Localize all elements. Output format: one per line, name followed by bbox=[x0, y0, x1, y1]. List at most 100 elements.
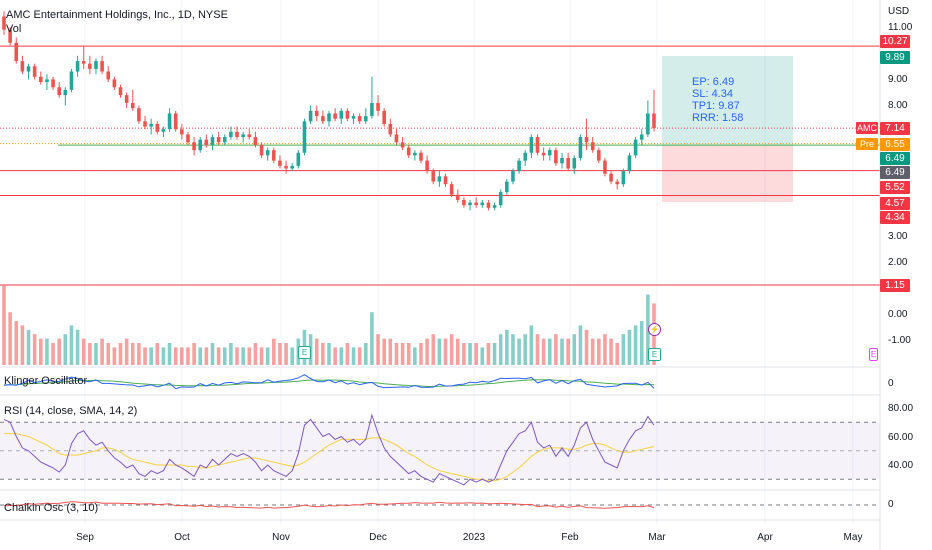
volume-bar-36 bbox=[222, 347, 227, 365]
volume-bar-12 bbox=[75, 329, 80, 365]
volume-bar-94 bbox=[578, 325, 583, 365]
candle-body-64 bbox=[394, 134, 399, 143]
price-tick-3: 3.00 bbox=[888, 231, 908, 242]
klinger-tick-0: 0 bbox=[888, 378, 894, 389]
volume-bar-6 bbox=[38, 338, 43, 365]
entry-green-tag: 6.49 bbox=[880, 152, 910, 165]
earnings-marker-nov[interactable]: E bbox=[298, 346, 311, 359]
indicator-panes bbox=[0, 374, 880, 509]
candle-body-15 bbox=[94, 61, 98, 69]
klinger-line bbox=[3, 374, 655, 390]
candle-body-8 bbox=[51, 79, 55, 88]
candle-body-16 bbox=[100, 61, 104, 72]
volume-bar-18 bbox=[112, 347, 117, 365]
volume-bar-44 bbox=[272, 338, 276, 365]
candle-series bbox=[2, 11, 656, 211]
candle-body-53 bbox=[327, 113, 331, 122]
candle-body-13 bbox=[81, 61, 86, 64]
candle-body-41 bbox=[253, 137, 258, 145]
volume-bar-31 bbox=[192, 343, 196, 365]
volume-bar-10 bbox=[63, 334, 68, 365]
volume-bar-81 bbox=[498, 334, 503, 365]
annotation-entry: EP: 6.49 bbox=[692, 76, 735, 88]
earnings-marker-feb[interactable]: E bbox=[648, 348, 661, 361]
last-price-tag: 7.14 bbox=[880, 122, 910, 135]
candle-body-48 bbox=[296, 152, 301, 166]
grid-lines bbox=[0, 0, 880, 525]
klinger-title: Klinger Oscillator bbox=[4, 375, 88, 387]
x-tick-may: May bbox=[843, 532, 863, 543]
volume-bar-82 bbox=[505, 329, 509, 365]
candle-body-14 bbox=[88, 63, 92, 69]
volume-bar-64 bbox=[394, 343, 399, 365]
volume-bar-100 bbox=[615, 343, 620, 365]
candle-body-58 bbox=[357, 116, 362, 122]
candle-body-96 bbox=[590, 142, 595, 151]
candle-body-59 bbox=[363, 116, 368, 122]
volume-bar-56 bbox=[345, 343, 350, 365]
price-tick-0: 0.00 bbox=[888, 309, 908, 320]
candle-body-80 bbox=[492, 205, 497, 208]
candle-body-1 bbox=[8, 29, 12, 43]
volume-bar-0 bbox=[2, 285, 6, 365]
earnings-marker-offscreen[interactable]: E bbox=[869, 348, 878, 361]
volume-bar-66 bbox=[406, 343, 411, 365]
volume-bar-101 bbox=[621, 334, 626, 365]
volume-bar-35 bbox=[216, 347, 221, 365]
chart-title: AMC Entertainment Holdings, Inc., 1D, NY… bbox=[6, 9, 228, 21]
candle-body-57 bbox=[351, 116, 356, 119]
volume-bar-74 bbox=[455, 338, 460, 365]
volume-bar-93 bbox=[572, 334, 577, 365]
candle-body-26 bbox=[161, 129, 166, 132]
candle-body-98 bbox=[603, 160, 607, 174]
candle-body-103 bbox=[633, 139, 638, 156]
volume-bar-63 bbox=[388, 338, 393, 365]
candle-body-75 bbox=[462, 199, 466, 206]
price-tick-9: 9.00 bbox=[888, 74, 908, 85]
volume-bar-9 bbox=[57, 338, 61, 365]
volume-bar-3 bbox=[20, 325, 25, 365]
candle-body-40 bbox=[247, 134, 252, 138]
annotation-stop-loss: SL: 4.34 bbox=[692, 88, 733, 100]
volume-bar-2 bbox=[14, 321, 19, 365]
chaikin-line bbox=[3, 501, 655, 509]
volume-bar-97 bbox=[597, 338, 601, 365]
candle-body-18 bbox=[112, 79, 117, 88]
candle-body-43 bbox=[265, 150, 270, 156]
price-tick-11: 11.00 bbox=[888, 22, 913, 33]
volume-bar-27 bbox=[167, 343, 172, 365]
volume-bar-29 bbox=[180, 347, 184, 365]
candle-body-19 bbox=[118, 87, 123, 96]
volume-bar-58 bbox=[357, 347, 362, 365]
volume-bar-86 bbox=[529, 325, 534, 365]
volume-bar-95 bbox=[584, 329, 589, 365]
candle-body-95 bbox=[584, 137, 589, 143]
candle-body-32 bbox=[198, 139, 203, 151]
candle-body-62 bbox=[382, 110, 386, 124]
rsi-ma-line bbox=[4, 433, 655, 482]
candle-body-55 bbox=[339, 110, 344, 119]
volume-bar-55 bbox=[339, 347, 344, 365]
candle-body-46 bbox=[284, 165, 288, 169]
candle-body-94 bbox=[578, 137, 583, 158]
volume-bar-40 bbox=[247, 347, 252, 365]
volume-bar-57 bbox=[351, 347, 356, 365]
volume-bar-17 bbox=[106, 343, 111, 365]
split-marker[interactable]: ⚡ bbox=[648, 323, 661, 336]
volume-bar-61 bbox=[376, 334, 380, 365]
annotation-target: TP1: 9.87 bbox=[692, 100, 740, 112]
candle-body-70 bbox=[431, 171, 436, 182]
candle-body-85 bbox=[523, 152, 528, 161]
chaikin-title: Chaikin Osc (3, 10) bbox=[4, 502, 99, 514]
volume-bar-90 bbox=[554, 334, 558, 365]
candle-body-91 bbox=[560, 158, 564, 164]
take-profit-tag: 9.89 bbox=[880, 51, 910, 64]
candle-body-68 bbox=[419, 152, 423, 161]
candle-body-78 bbox=[480, 202, 485, 206]
candle-body-20 bbox=[124, 95, 129, 103]
volume-bar-33 bbox=[204, 347, 209, 365]
volume-bar-87 bbox=[535, 334, 540, 365]
candle-body-100 bbox=[615, 181, 620, 185]
volume-bar-68 bbox=[419, 343, 423, 365]
